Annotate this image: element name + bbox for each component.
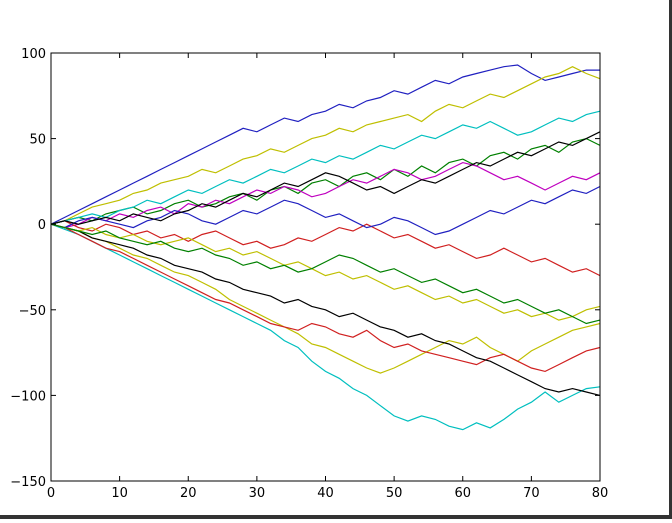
y-tick-label: −150 (10, 475, 46, 490)
plot-area (50, 64, 601, 431)
data-line (50, 131, 601, 225)
y-tick-label: 50 (29, 133, 46, 148)
x-tick-label: 30 (249, 486, 266, 501)
data-line (50, 223, 601, 396)
data-line (50, 161, 601, 229)
x-tick-label: 60 (454, 486, 471, 501)
y-tick-label: 100 (21, 47, 46, 62)
x-tick-label: 10 (111, 486, 128, 501)
y-tick-label: −50 (19, 304, 46, 319)
x-tick-label: 70 (523, 486, 540, 501)
data-line (50, 66, 601, 225)
x-tick-label: 20 (180, 486, 197, 501)
data-line (50, 185, 601, 236)
data-line (50, 64, 600, 225)
y-tick-label: 0 (38, 218, 46, 233)
data-line (50, 223, 601, 374)
x-tick-label: 80 (592, 486, 609, 501)
x-tick-label: 0 (47, 486, 55, 501)
data-line (50, 223, 601, 431)
window-edge (669, 0, 672, 519)
data-line (50, 223, 601, 373)
axes-frame (50, 52, 601, 482)
x-tick-label: 40 (317, 486, 334, 501)
data-line (50, 223, 601, 325)
y-tick-label: −100 (10, 389, 46, 404)
data-line (50, 110, 601, 225)
data-line (50, 137, 601, 225)
x-tick-label: 50 (386, 486, 403, 501)
data-line (50, 223, 601, 321)
data-line (50, 220, 601, 277)
window-edge (0, 515, 672, 519)
